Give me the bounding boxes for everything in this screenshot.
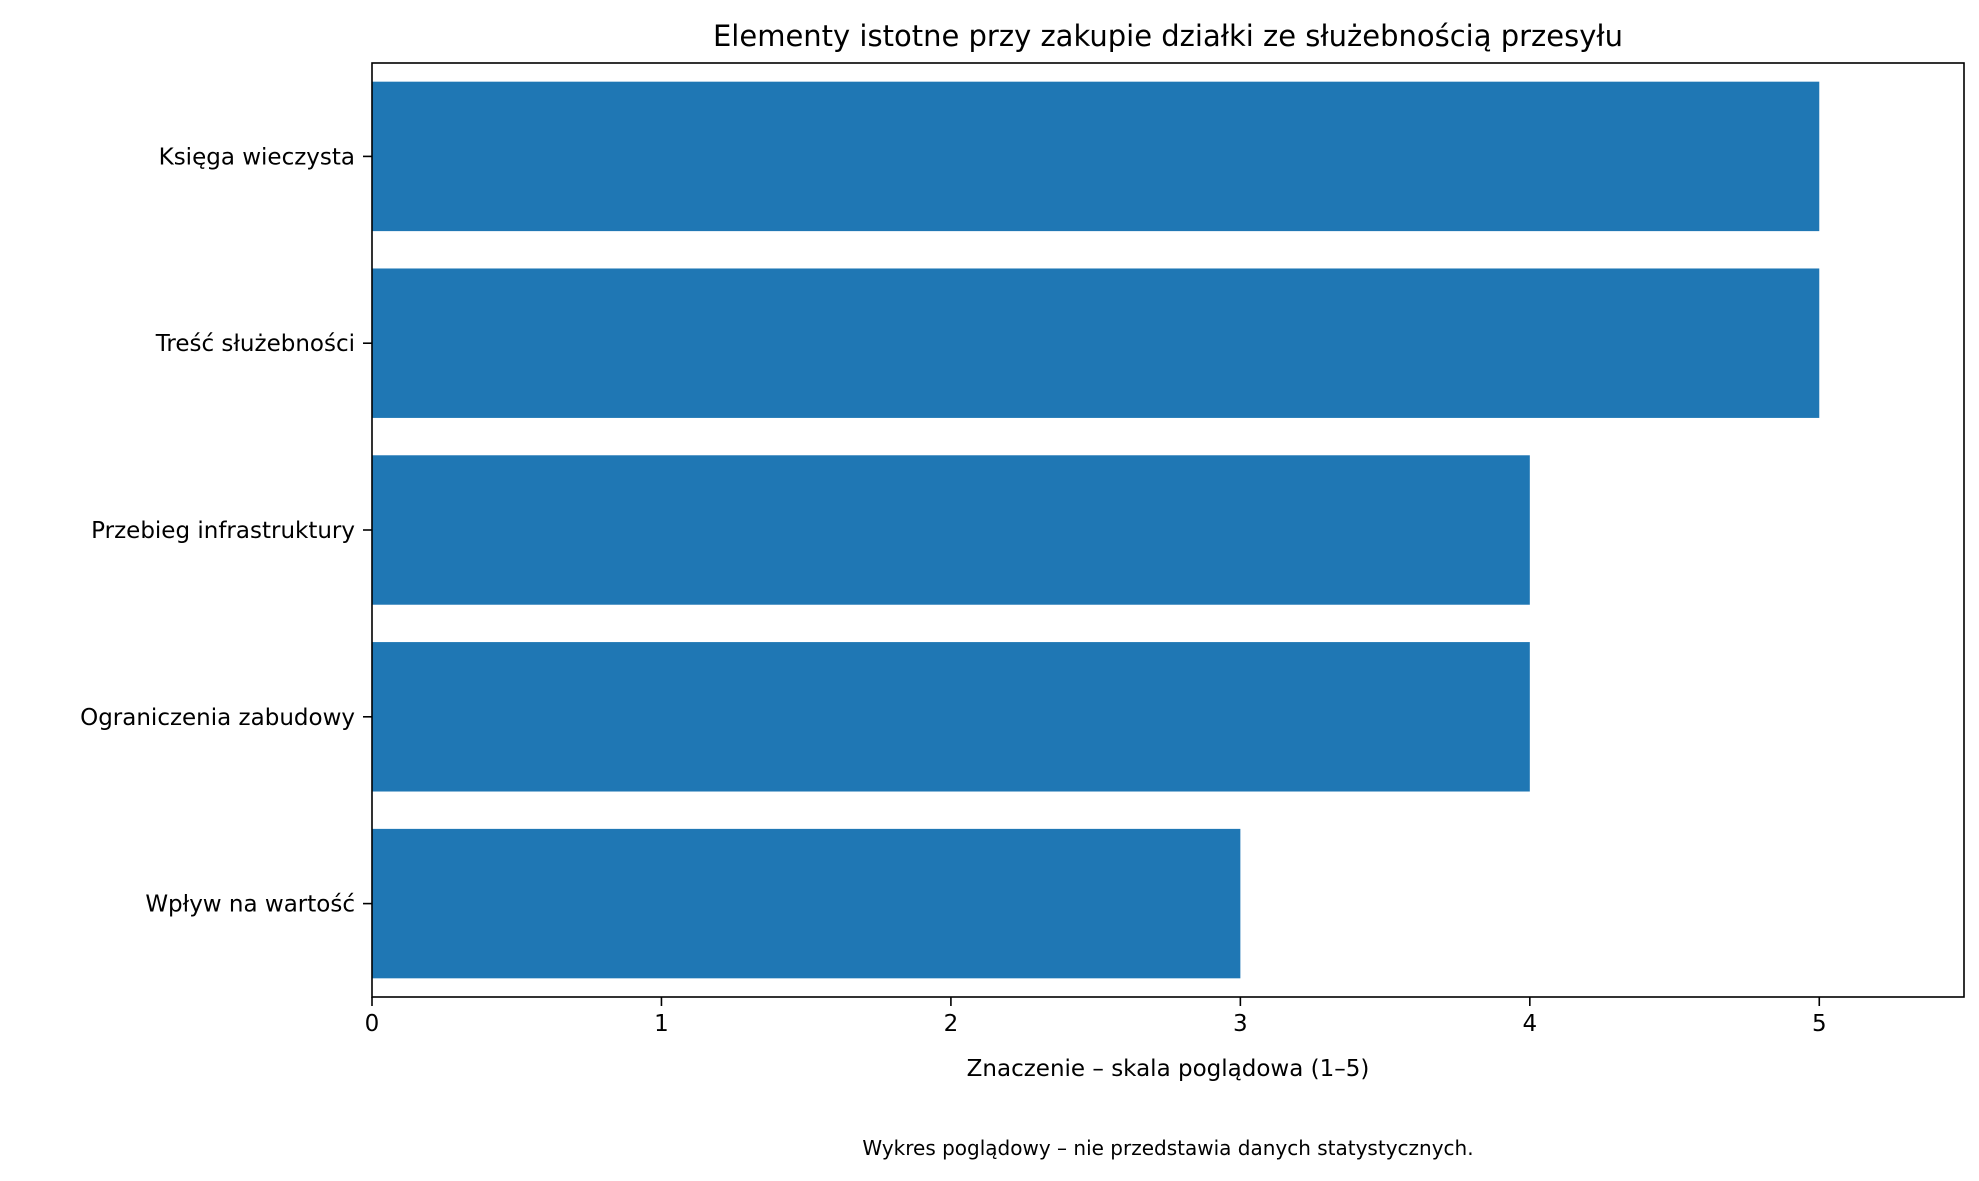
- y-tick-label: Wpływ na wartość: [145, 892, 355, 918]
- bar-5: [372, 828, 1241, 979]
- plot-frame: [371, 62, 1965, 998]
- bar-1: [372, 81, 1820, 232]
- bar-3: [372, 455, 1530, 605]
- x-tick-label: 0: [365, 1011, 380, 1037]
- bars-layer: [372, 81, 1820, 979]
- y-axis-ticks: Księga wieczysta Treść służebności Przebie…: [80, 144, 372, 918]
- y-tick-label: Treść służebności: [155, 331, 355, 357]
- x-tick-label: 5: [1812, 1011, 1827, 1037]
- footnote: Wykres poglądowy – nie przedstawia danyc…: [862, 1136, 1473, 1160]
- y-tick-label: Przebieg infrastruktury: [91, 518, 355, 544]
- x-axis-label: Znaczenie – skala poglądowa (1–5): [967, 1056, 1370, 1082]
- y-tick-label: Ograniczenia zabudowy: [80, 705, 355, 731]
- bar-4: [372, 642, 1530, 792]
- chart-title: Elementy istotne przy zakupie działki ze…: [713, 19, 1623, 53]
- x-tick-label: 3: [1233, 1011, 1248, 1037]
- y-tick-label: Księga wieczysta: [159, 144, 355, 170]
- x-tick-label: 2: [944, 1011, 959, 1037]
- bar-2: [372, 268, 1820, 418]
- x-tick-label: 1: [654, 1011, 669, 1037]
- x-tick-label: 4: [1522, 1011, 1537, 1037]
- x-axis-ticks: 0 1 2 3 4 5: [365, 997, 1827, 1037]
